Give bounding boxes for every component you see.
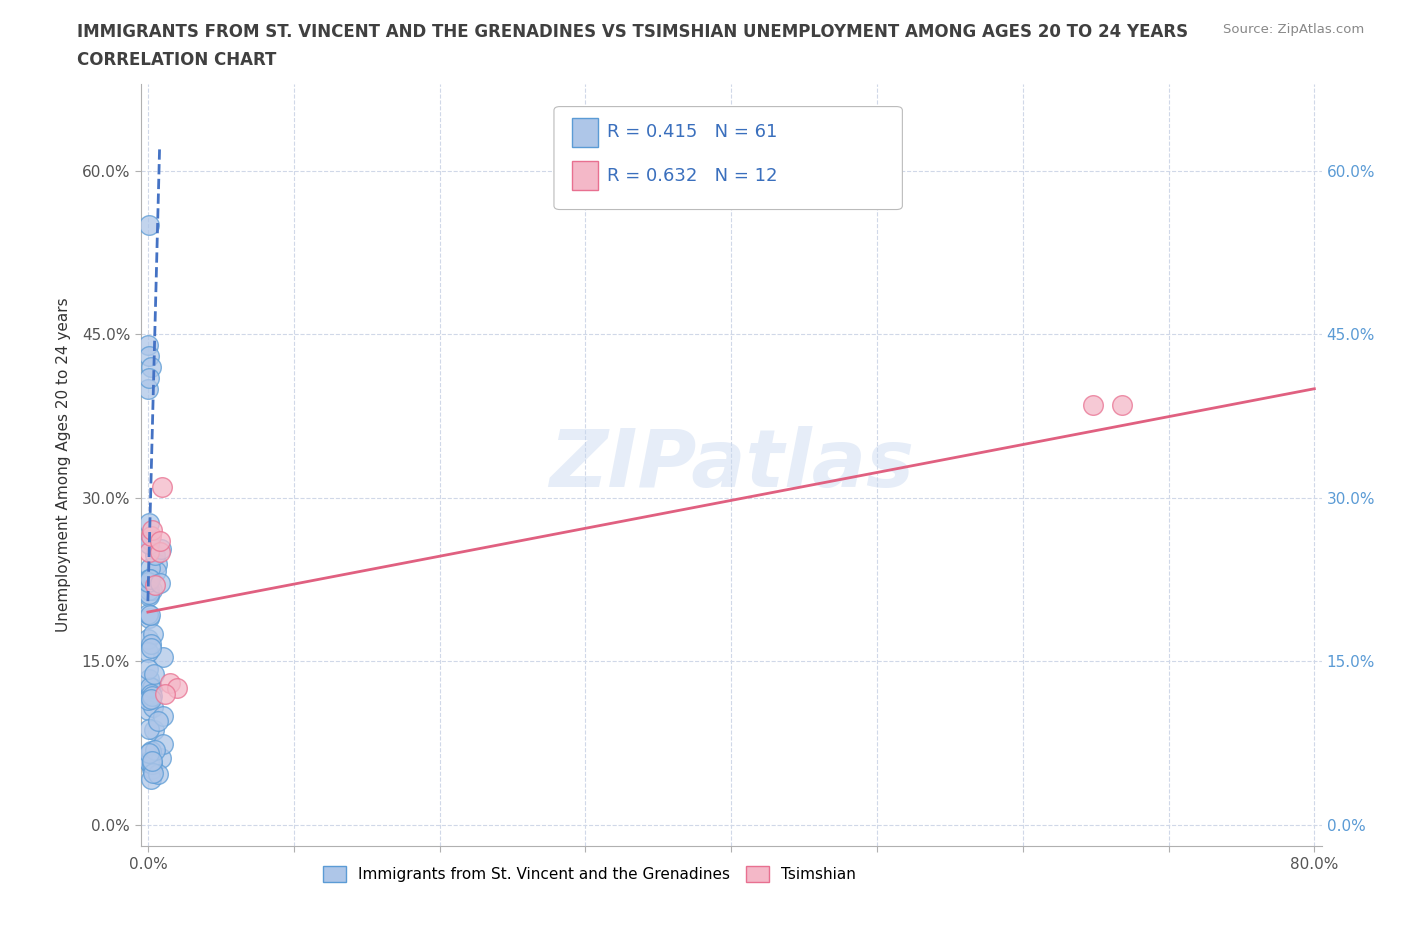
Point (139, 687, 162, 702)
FancyBboxPatch shape (572, 162, 598, 191)
Point (142, 723, 165, 737)
Point (141, 641, 163, 656)
Point (141, 762, 163, 777)
Text: Source: ZipAtlas.com: Source: ZipAtlas.com (1223, 23, 1364, 36)
Point (143, 548, 166, 563)
Point (141, 680, 163, 695)
FancyBboxPatch shape (572, 118, 598, 147)
Point (138, 589, 160, 604)
Point (139, 528, 162, 543)
Point (139, 572, 162, 587)
Point (149, 576, 172, 591)
Point (141, 753, 163, 768)
Point (136, 662, 159, 677)
Point (139, 637, 162, 652)
Point (148, 534, 170, 549)
Text: CORRELATION CHART: CORRELATION CHART (77, 51, 277, 69)
Point (159, 675, 181, 690)
Point (138, 218, 160, 232)
Point (138, 572, 160, 587)
Point (142, 700, 165, 715)
Point (138, 722, 160, 737)
Point (143, 666, 166, 681)
Point (139, 560, 162, 575)
Point (148, 767, 170, 782)
Point (139, 772, 162, 787)
Point (155, 686, 177, 701)
Point (138, 610, 160, 625)
Legend: Immigrants from St. Vincent and the Grenadines, Tsimshian: Immigrants from St. Vincent and the Gren… (318, 860, 862, 888)
Point (139, 743, 162, 758)
Point (136, 338, 159, 352)
Point (138, 745, 160, 760)
Text: ZIPatlas: ZIPatlas (548, 426, 914, 504)
FancyBboxPatch shape (554, 107, 903, 209)
Text: IMMIGRANTS FROM ST. VINCENT AND THE GRENADINES VS TSIMSHIAN UNEMPLOYMENT AMONG A: IMMIGRANTS FROM ST. VINCENT AND THE GREN… (77, 23, 1188, 41)
Point (1081, 398, 1104, 413)
Point (139, 533, 162, 548)
Point (138, 572, 160, 587)
Point (138, 545, 160, 560)
Point (139, 360, 162, 375)
Point (152, 650, 174, 665)
Point (152, 709, 174, 724)
Point (145, 564, 167, 578)
Point (138, 607, 160, 622)
Point (136, 631, 159, 646)
Point (143, 578, 166, 592)
Point (149, 541, 172, 556)
Point (138, 754, 160, 769)
Point (138, 349, 160, 364)
Point (152, 737, 174, 751)
Point (141, 757, 163, 772)
Point (138, 370, 160, 385)
Point (136, 381, 159, 396)
Point (141, 688, 163, 703)
Point (139, 680, 162, 695)
Point (136, 692, 159, 707)
Point (138, 583, 160, 598)
Point (136, 606, 159, 621)
Y-axis label: Unemployment Among Ages 20 to 24 years: Unemployment Among Ages 20 to 24 years (56, 298, 70, 632)
Point (143, 742, 166, 757)
Point (142, 627, 165, 642)
Point (139, 691, 162, 706)
Point (146, 713, 169, 728)
Point (138, 537, 160, 551)
Point (138, 644, 160, 659)
Point (152, 479, 174, 494)
Point (138, 754, 160, 769)
Point (138, 575, 160, 590)
Point (148, 545, 170, 560)
Point (145, 557, 167, 572)
Point (1111, 398, 1133, 413)
Point (150, 751, 173, 765)
Text: R = 0.415   N = 61: R = 0.415 N = 61 (607, 123, 778, 140)
Point (166, 681, 188, 696)
Point (141, 583, 163, 598)
Point (142, 765, 165, 780)
Text: R = 0.632   N = 12: R = 0.632 N = 12 (607, 167, 778, 185)
Point (138, 515, 160, 530)
Point (138, 671, 160, 686)
Point (138, 688, 160, 703)
Point (138, 587, 160, 602)
Point (141, 523, 163, 538)
Point (136, 702, 159, 717)
